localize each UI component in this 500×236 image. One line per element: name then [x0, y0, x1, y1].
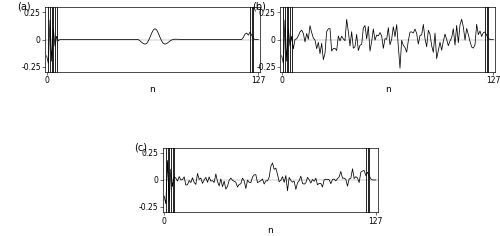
- X-axis label: n: n: [384, 85, 390, 94]
- Text: (a): (a): [17, 2, 30, 12]
- X-axis label: n: n: [267, 226, 273, 235]
- Text: (c): (c): [134, 142, 147, 152]
- X-axis label: n: n: [150, 85, 156, 94]
- Text: (b): (b): [252, 2, 266, 12]
